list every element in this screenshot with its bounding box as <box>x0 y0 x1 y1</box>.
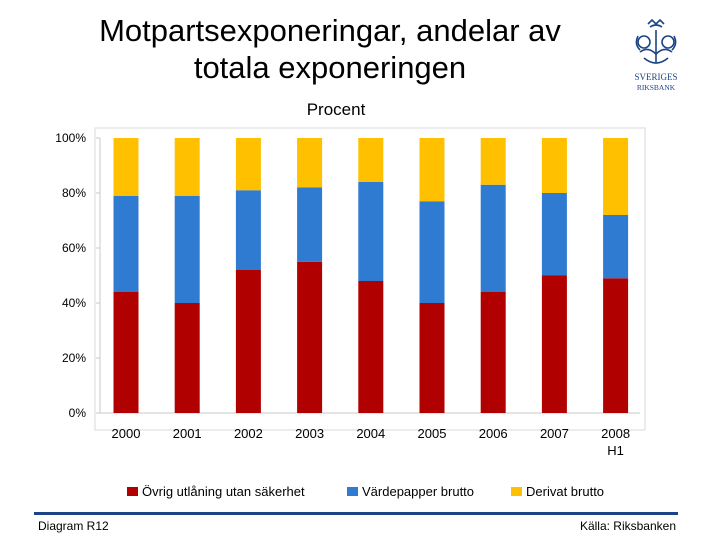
bar-segment <box>419 201 445 303</box>
x-tick-label: 2000 <box>112 426 141 441</box>
bar-segment <box>113 195 139 292</box>
bar-segment <box>541 275 567 413</box>
bar-segment <box>174 303 200 413</box>
legend-label: Värdepapper brutto <box>362 484 474 499</box>
bar-segment <box>541 138 567 193</box>
x-tick-label: 2005 <box>418 426 447 441</box>
bar-segment <box>603 278 629 413</box>
x-tick-label: 2006 <box>479 426 508 441</box>
x-tick-label: 2004 <box>356 426 385 441</box>
y-tick-label: 0% <box>69 406 87 420</box>
bar-segment <box>480 292 506 413</box>
diagram-number: Diagram R12 <box>38 519 109 533</box>
legend-swatch <box>511 487 522 496</box>
bar-segment <box>419 138 445 202</box>
y-tick-label: 60% <box>62 241 86 255</box>
legend-swatch <box>347 487 358 496</box>
riksbank-logo: SVERIGES RIKSBANK <box>634 18 678 92</box>
legend-swatch <box>127 487 138 496</box>
x-tick-label-sub: H1 <box>607 443 624 458</box>
chart-title: Motpartsexponeringar, andelar av totala … <box>10 12 650 86</box>
bar-segment <box>297 138 323 188</box>
bar-segment <box>235 138 261 191</box>
bar-segment <box>174 138 200 196</box>
stacked-bar-chart: 0% 20% 40% 60% 80% 100% 2000 2001 2002 2003 2004 20… <box>55 127 646 499</box>
logo-text-1: SVERIGES <box>634 72 677 82</box>
bar-segment <box>297 261 323 413</box>
bar-segment <box>358 138 384 182</box>
title-line-2: totala exponeringen <box>193 50 467 85</box>
x-tick-label: 2007 <box>540 426 569 441</box>
title-line-1: Motpartsexponeringar, andelar av <box>99 13 561 48</box>
bottom-rule <box>34 512 678 515</box>
bar-segment <box>358 281 384 413</box>
bar-segment <box>603 215 629 279</box>
bar-segment <box>603 138 629 215</box>
bar-segment <box>358 182 384 281</box>
chart-subtitle: Procent <box>306 100 366 119</box>
bar-segment <box>235 270 261 413</box>
plot-frame <box>94 127 646 431</box>
bar-segment <box>541 193 567 276</box>
x-tick-label: 2001 <box>173 426 202 441</box>
y-tick-label: 20% <box>62 351 86 365</box>
x-tick-label: 2002 <box>234 426 263 441</box>
legend-label: Derivat brutto <box>526 484 604 499</box>
bar-segment <box>113 292 139 413</box>
y-tick-label: 100% <box>55 131 86 145</box>
logo-text-2: RIKSBANK <box>637 83 676 92</box>
bar-segment <box>480 138 506 185</box>
bar-segment <box>235 190 261 270</box>
y-tick-label: 40% <box>62 296 86 310</box>
bar-segment <box>480 184 506 292</box>
x-tick-label: 2003 <box>295 426 324 441</box>
source-label: Källa: Riksbanken <box>579 519 676 533</box>
y-tick-label: 80% <box>62 186 86 200</box>
bar-segment <box>419 303 445 413</box>
bar-segment <box>297 187 323 262</box>
bar-segment <box>113 138 139 196</box>
legend-label: Övrig utlåning utan säkerhet <box>142 484 305 499</box>
bar-segment <box>174 195 200 303</box>
x-tick-label: 2008 <box>601 426 630 441</box>
